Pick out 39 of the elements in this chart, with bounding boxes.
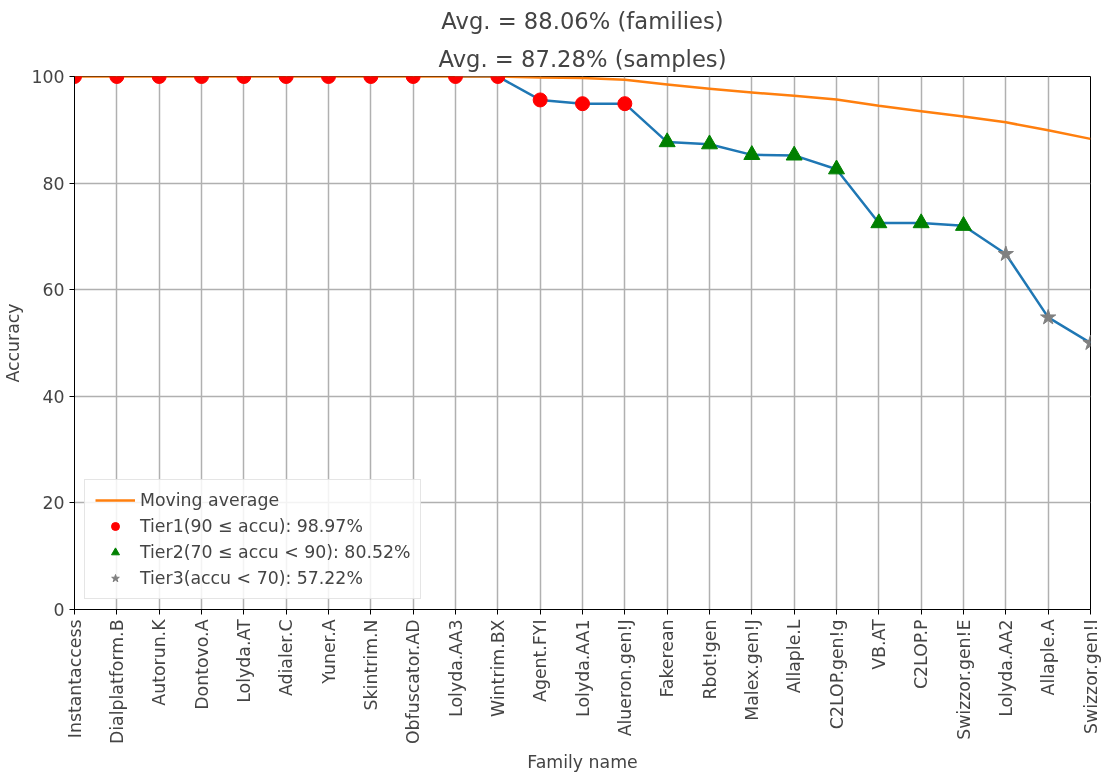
x-tick-label: Allaple.L [784,619,805,694]
x-tick-label: Malex.gen!J [741,619,762,721]
x-axis-title: Family name [527,752,638,773]
x-tick-label: Instantaccess [64,619,85,739]
y-tick-label: 80 [42,173,65,194]
legend-label: Tier1(90 ≤ accu): 98.97% [140,516,363,536]
legend-label: Tier3(accu < 70): 57.22% [140,568,363,588]
y-tick-label: 20 [42,493,65,514]
x-tick-label: Lolyda.AA2 [995,619,1016,717]
x-tick-label: Dontovo.A [191,619,212,710]
chart-title: Avg. = 88.06% (families) [441,7,724,34]
x-tick-label: Allaple.A [1038,619,1059,696]
y-axis-title: Accuracy [3,303,24,383]
x-tick-label: Lolyda.AA1 [572,619,593,717]
x-tick-label: Swizzor.gen!E [953,619,974,740]
y-tick-label: 40 [42,386,65,407]
x-tick-label: Swizzor.gen!I [1080,619,1101,735]
x-tick-label: C2LOP.P [911,619,932,690]
y-tick-label: 60 [42,280,65,301]
legend-label: Moving average [140,490,280,510]
x-tick-label: Lolyda.AA3 [445,619,466,717]
x-tick-label: C2LOP.gen!g [826,619,847,730]
x-tick-label: Skintrim.N [360,619,381,711]
x-tick-label: Alueron.gen!J [614,619,635,737]
x-tick-label: Autorun.K [149,618,170,706]
y-tick-label: 0 [53,600,65,620]
x-tick-label: Agent.FYI [530,619,551,702]
x-tick-label: Wintrim.BX [487,619,508,717]
x-tick-label: Yuner.A [318,619,339,685]
legend-label: Tier2(70 ≤ accu < 90): 80.52% [140,542,411,562]
x-tick-label: Rbot!gen [699,619,720,700]
x-tick-label: Dialplatform.B [106,619,127,745]
x-tick-label: Obfuscator.AD [403,619,424,745]
x-tick-label: Adialer.C [276,619,297,697]
y-tick-label: 100 [31,67,65,87]
chart-subtitle: Avg. = 87.28% (samples) [438,45,727,72]
x-tick-label: Fakerean [657,619,678,698]
x-tick-label: VB.AT [868,619,889,670]
x-tick-label: Lolyda.AT [233,619,254,703]
